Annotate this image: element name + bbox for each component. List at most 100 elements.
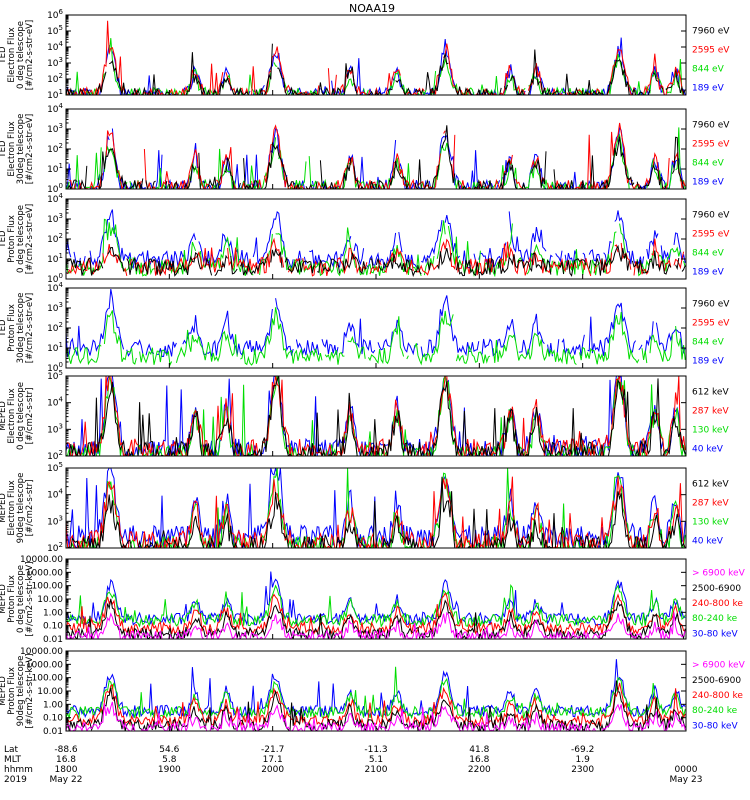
panel-5-series [66, 376, 686, 456]
panel-3-ytick-label-2: 101 [47, 252, 63, 265]
ylabel-line: MEPED [0, 493, 8, 523]
ylabel-line: Electron Flux [7, 388, 17, 443]
panel-1-ytick-label-4: 104 [47, 40, 63, 53]
panel-8: 0.010.101.0010.00100.001000.0010000.00ME… [0, 647, 746, 737]
panel-8-legend-2: 2500-6900 [692, 676, 741, 686]
ylabel-line: 0 deg telescope [16, 382, 26, 450]
panel-2-legend-4: 189 eV [692, 178, 725, 188]
panel-6-legend-3: 130 keV [692, 518, 729, 528]
ylabel-line: 90deg telescope [16, 473, 26, 544]
panel-3-legend-4: 189 eV [692, 268, 725, 278]
panel-8-legend-1: > 6900 keV [692, 661, 746, 671]
panel-7: 0.010.101.0010.00100.001000.0010000.00ME… [0, 555, 746, 645]
panel-7-series-2 [66, 583, 686, 628]
panel-6-legend-1: 612 keV [692, 480, 729, 490]
panel-8-ytick-label-4: 10.00 [37, 687, 63, 697]
panel-1-series-1 [66, 37, 686, 95]
panel-6-ytick-label-3: 104 [47, 488, 63, 501]
ylabel-line: TED [0, 319, 8, 338]
panel-2: 100 101 102 103 104 TEDElectron Flux30deg tel… [0, 102, 730, 195]
panel-5-legend-1: 612 keV [692, 388, 729, 398]
panel-2-series-4 [66, 125, 686, 189]
ylabel-line: 30deg telescope [16, 293, 26, 364]
panel-4-ytick-label-3: 102 [47, 321, 63, 334]
panel-7-series-1 [66, 571, 686, 627]
bottom-mlt-2: 5.8 [162, 755, 177, 765]
panel-7-ytick-label-5: 100.00 [32, 582, 64, 592]
ylabel-line: Proton Flux [7, 575, 17, 623]
bottom-row-label-3: hhmm [4, 765, 33, 775]
bottom-date-7: May 23 [670, 775, 703, 785]
ylabel-line: [#/cm2-s-str-eV] [25, 204, 35, 274]
panel-1-ytick-label-5: 105 [47, 24, 63, 37]
bottom-row-label-2: MLT [4, 755, 22, 765]
panel-5-ytick-label-3: 104 [47, 396, 63, 409]
ylabel-line: Electron Flux [7, 121, 17, 176]
panel-3-ytick-label-4: 103 [47, 212, 63, 225]
panel-4-ytick-label-2: 101 [47, 341, 63, 354]
ylabel-line: TED [0, 230, 8, 249]
panel-8-ytick-label-1: 0.01 [43, 727, 63, 737]
panel-2-series [66, 122, 686, 189]
panel-1: 101 102 103 104 105 106 TEDElectron Flux0 deg … [0, 8, 730, 101]
bottom-row-label-1: Lat [4, 745, 19, 755]
panel-7-legend-1: > 6900 keV [692, 569, 746, 579]
bottom-lat-6: -69.2 [571, 745, 594, 755]
panel-5-ytick-label-2: 103 [47, 422, 63, 435]
panel-3: 100 101 102 103 104 TEDProton Flux0 deg teles… [0, 192, 730, 285]
ylabel-line: Proton Flux [7, 215, 17, 263]
ylabel-line: [#/cm2-s-str-eV] [25, 20, 35, 90]
ylabel-line: [#/cm2-s-str-eV] [25, 114, 35, 184]
panel-3-ytick-label-3: 102 [47, 232, 63, 245]
bottom-hhmm-6: 2300 [571, 765, 594, 775]
bottom-date-1: May 22 [50, 775, 83, 785]
bottom-row-label-4: 2019 [4, 775, 27, 785]
panel-4-ytick-label-1: 100 [47, 361, 63, 374]
panel-6-ytick-label-1: 102 [47, 541, 63, 554]
panel-4-legend-4: 189 eV [692, 357, 725, 367]
ylabel-line: MEPED [0, 401, 8, 431]
panel-2-ytick-label-2: 101 [47, 162, 63, 175]
ylabel-line: MEPED [0, 676, 8, 706]
panel-3-series-4 [66, 244, 686, 278]
panel-1-legend-3: 844 eV [692, 65, 725, 75]
bottom-lat-5: 41.8 [469, 745, 489, 755]
panel-5: 102 103 104 105 MEPEDElectron Flux0 deg tele… [0, 369, 729, 462]
panel-8-ylabel: MEPEDProton Flux90deg telescope[#/cm2-s-… [0, 654, 35, 729]
panel-1-ytick-label-6: 106 [47, 8, 63, 21]
panel-3-legend-1: 7960 eV [692, 211, 730, 221]
panel-7-series-3 [66, 592, 686, 636]
bottom-hhmm-4: 2100 [365, 765, 388, 775]
panel-1-ytick-label-2: 102 [47, 72, 63, 85]
panel-2-legend-3: 844 eV [692, 159, 725, 169]
panel-3-ytick-label-1: 100 [47, 272, 63, 285]
panel-5-legend-3: 130 keV [692, 426, 729, 436]
panel-2-ytick-label-4: 103 [47, 122, 63, 135]
panel-8-frame [65, 650, 687, 732]
bottom-hhmm-7: 0000 [675, 765, 698, 775]
panel-2-ytick-label-1: 100 [47, 182, 63, 195]
panel-6-series-4 [66, 476, 686, 548]
ylabel-line: Proton Flux [7, 667, 17, 715]
ylabel-line: 0 deg telescope [16, 205, 26, 273]
chart-title: NOAA19 [349, 2, 395, 15]
ylabel-line: 90deg telescope [16, 656, 26, 727]
panel-2-ytick-label-3: 102 [47, 142, 63, 155]
panel-2-ytick-label-5: 104 [47, 102, 63, 115]
bottom-hhmm-5: 2200 [468, 765, 491, 775]
panel-4-ytick-label-4: 103 [47, 301, 63, 314]
bottom-lat-2: 54.6 [159, 745, 179, 755]
panel-8-legend-3: 240-800 ke [692, 691, 743, 701]
panel-1-ylabel: TEDElectron Flux0 deg telescope[#/cm2-s-… [0, 20, 35, 90]
panel-8-legend-4: 80-240 ke [692, 706, 738, 716]
ylabel-line: Electron Flux [7, 27, 17, 82]
panel-2-legend-2: 2595 eV [692, 140, 730, 150]
panel-5-ylabel: MEPEDElectron Flux0 deg telescope[#/cm2-… [0, 382, 35, 450]
bottom-mlt-5: 16.8 [469, 755, 489, 765]
panel-7-ytick-label-3: 1.00 [43, 608, 63, 618]
panel-7-legend-4: 80-240 ke [692, 614, 738, 624]
panel-3-series-2 [66, 218, 686, 278]
panel-8-series [66, 659, 686, 731]
